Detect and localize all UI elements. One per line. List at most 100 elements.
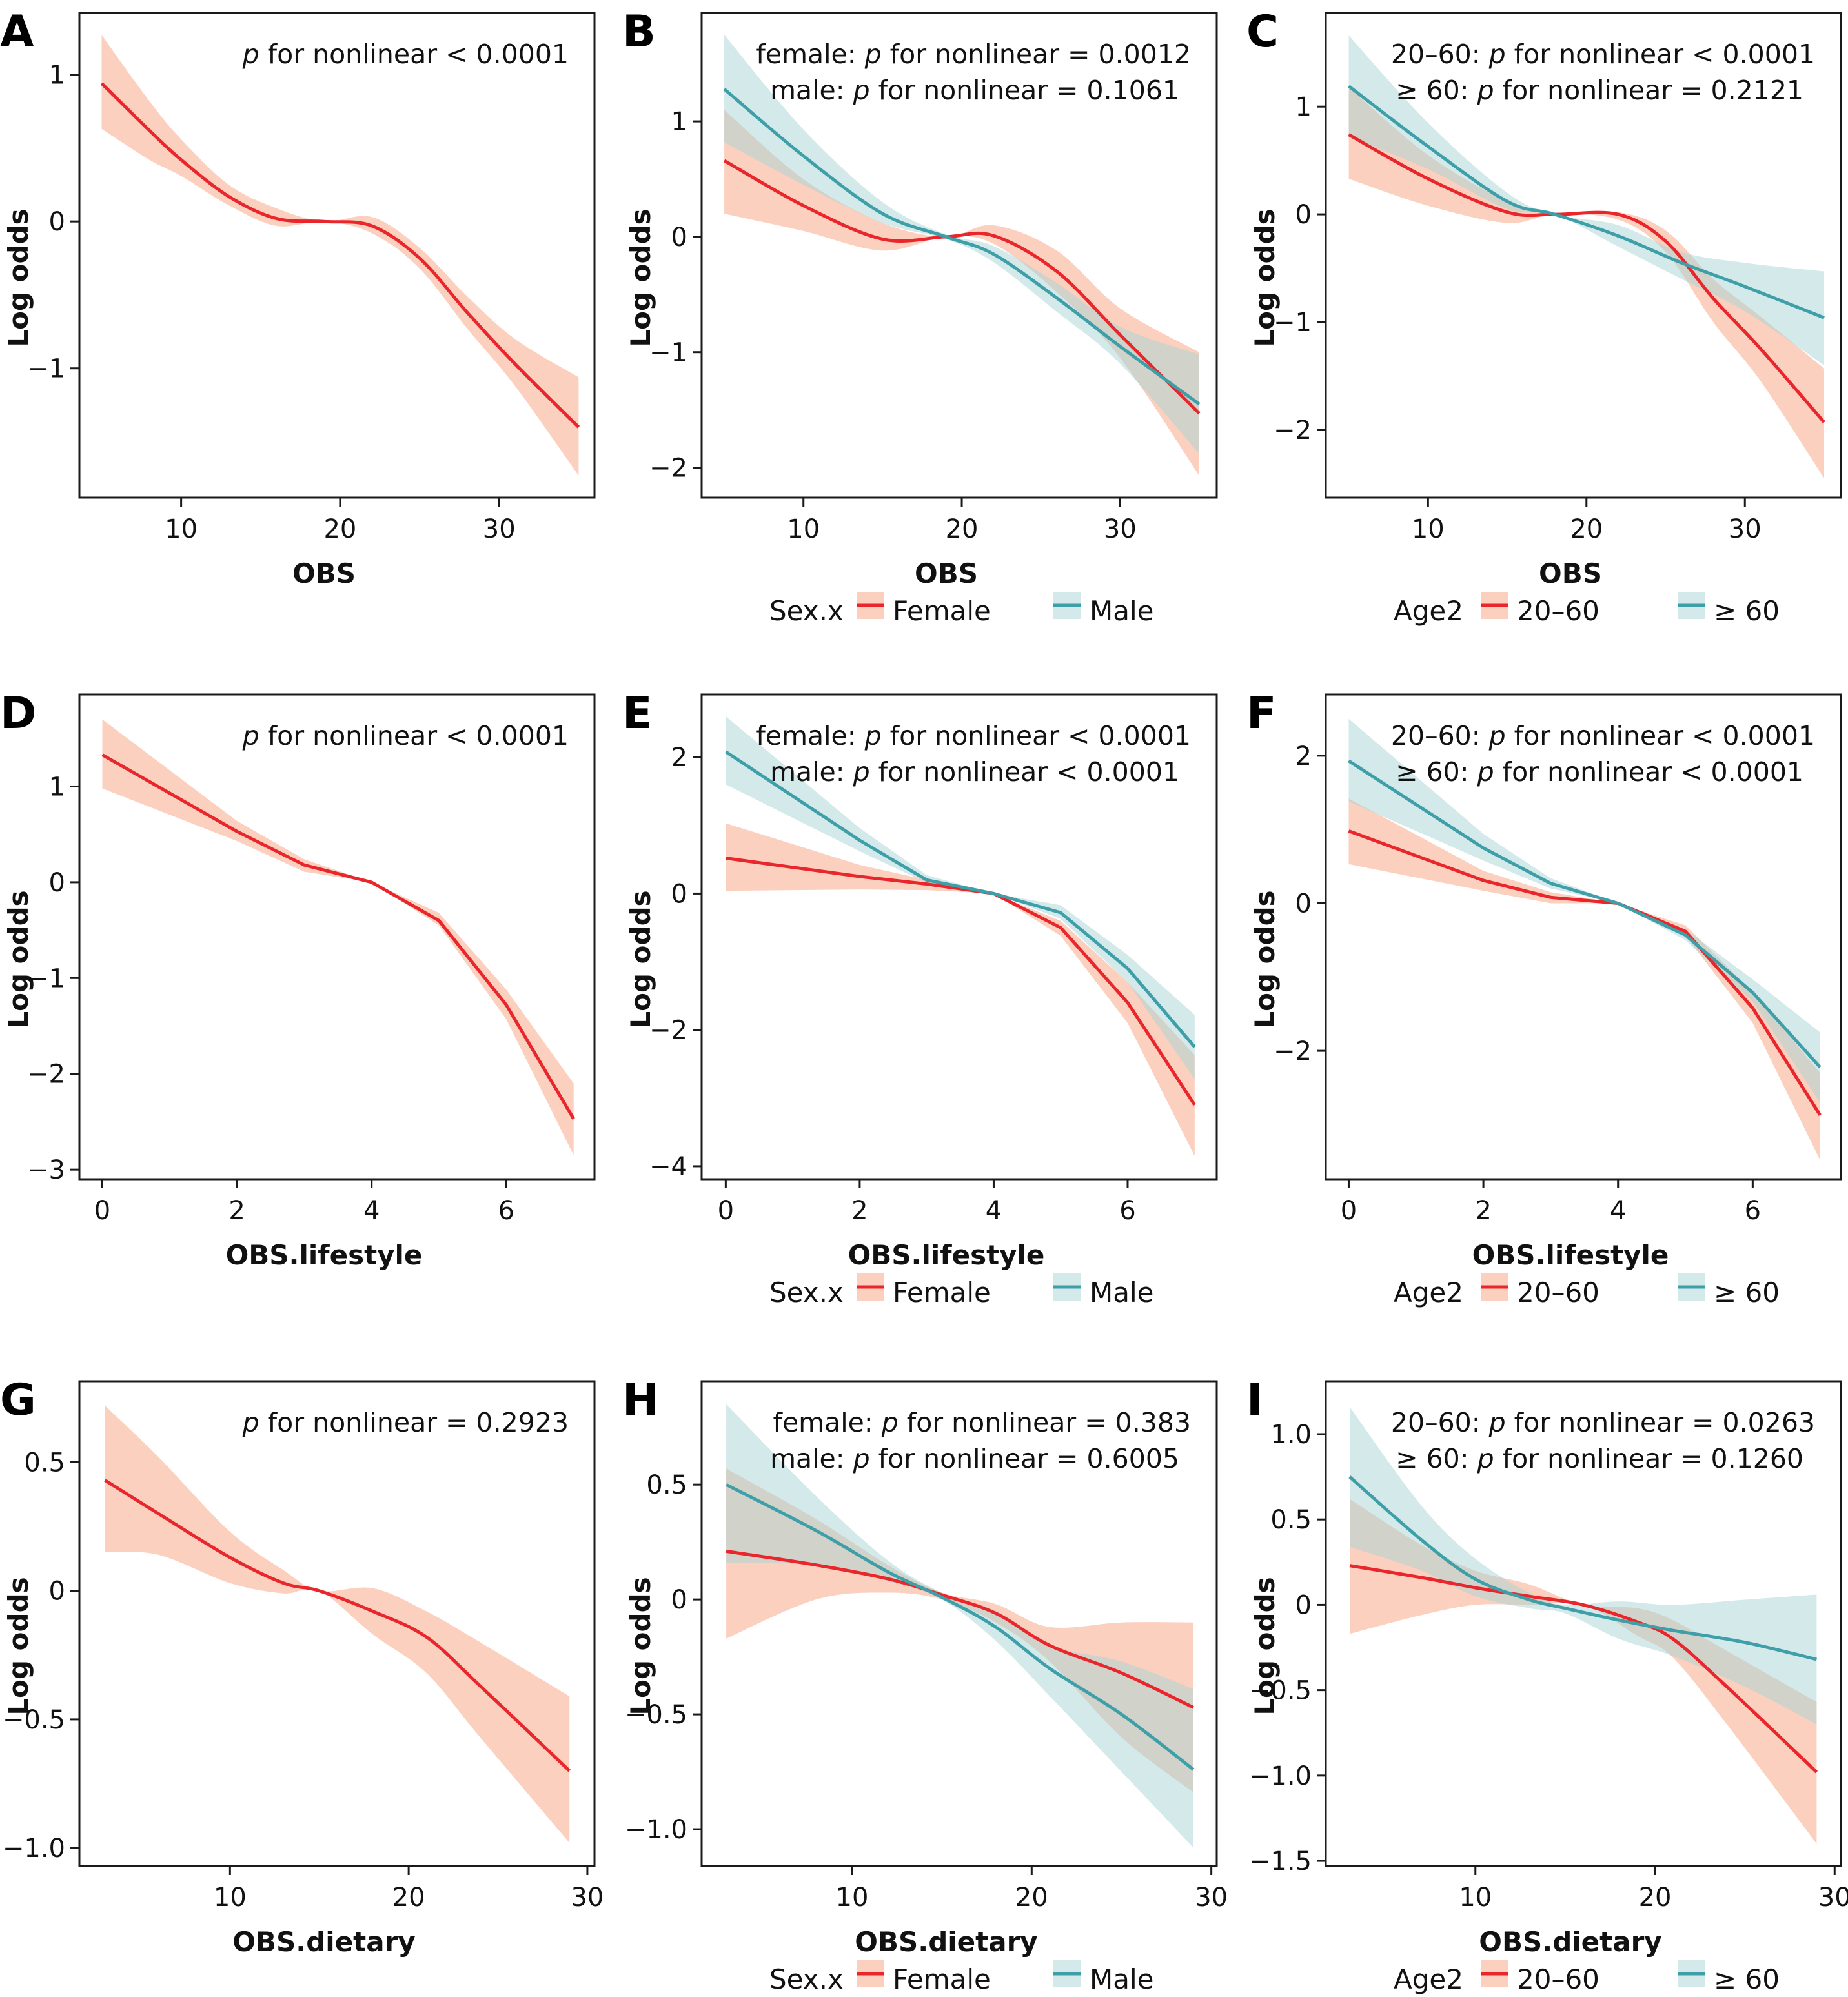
annotation-p-symbol: p bbox=[242, 1407, 259, 1438]
x-axis-title: OBS.dietary bbox=[855, 1926, 1037, 1958]
legend-item-teal[interactable]: Male bbox=[1053, 1273, 1153, 1308]
legend-item-teal[interactable]: ≥ 60 bbox=[1678, 1960, 1780, 1995]
x-tick-label: 0 bbox=[718, 1196, 734, 1226]
plot-area bbox=[723, 35, 1201, 476]
legend-label: 20–60 bbox=[1517, 595, 1599, 627]
x-tick-label: 20 bbox=[323, 514, 356, 544]
x-tick-label: 4 bbox=[1610, 1196, 1626, 1226]
annotation-prefix: male: bbox=[770, 1443, 853, 1474]
x-tick-label: 20 bbox=[1015, 1883, 1048, 1912]
legend-item-red[interactable]: Female bbox=[857, 1960, 991, 1995]
annotation-suffix: for nonlinear = 0.383 bbox=[899, 1407, 1191, 1438]
confidence-band-teal bbox=[724, 35, 1199, 454]
y-axis-title: Log odds bbox=[3, 1577, 34, 1715]
series-line-red bbox=[100, 82, 580, 429]
panel-e: E 0 2 4 6 2 0 −2 −4 OBS.lifestyle Log odds female: … bbox=[622, 688, 1218, 1308]
annotation-suffix: for nonlinear = 0.6005 bbox=[870, 1443, 1179, 1474]
legend-label: ≥ 60 bbox=[1714, 1963, 1780, 1995]
legend: Sex.x Female Male bbox=[769, 592, 1153, 627]
legend-item-teal[interactable]: ≥ 60 bbox=[1678, 1273, 1780, 1308]
y-tick-label: −1 bbox=[27, 354, 65, 384]
x-axis-title: OBS bbox=[915, 558, 978, 589]
x-tick-label: 2 bbox=[228, 1196, 245, 1226]
y-tick-label: 0.5 bbox=[24, 1448, 65, 1477]
nonlinear-p-annotation: 20–60: p for nonlinear = 0.0263 bbox=[1391, 1407, 1815, 1438]
confidence-band-red bbox=[105, 1405, 570, 1843]
annotation-suffix: for nonlinear < 0.0001 bbox=[1506, 39, 1815, 70]
plot-area bbox=[100, 35, 580, 476]
annotation-suffix: for nonlinear < 0.0001 bbox=[259, 720, 569, 751]
y-tick-label: −3 bbox=[27, 1155, 65, 1185]
plot-frame bbox=[1325, 1380, 1842, 1867]
plot-area bbox=[101, 719, 575, 1155]
nonlinear-p-annotation: ≥ 60: p for nonlinear = 0.2121 bbox=[1396, 75, 1803, 106]
x-axis-title: OBS.dietary bbox=[1479, 1926, 1661, 1958]
legend-item-red[interactable]: 20–60 bbox=[1481, 1960, 1599, 1995]
x-axis-title: OBS.lifestyle bbox=[226, 1239, 423, 1271]
annotation-prefix: 20–60: bbox=[1391, 720, 1489, 751]
y-tick-label: 2 bbox=[1295, 742, 1312, 771]
y-axis-title: Log odds bbox=[625, 208, 656, 347]
nonlinear-p-annotation: 20–60: p for nonlinear < 0.0001 bbox=[1391, 39, 1815, 70]
annotation-prefix: ≥ 60: bbox=[1396, 75, 1477, 106]
plot-area bbox=[725, 1404, 1195, 1848]
plot-frame bbox=[78, 693, 596, 1181]
annotation-p-symbol: p bbox=[1477, 1443, 1494, 1474]
nonlinear-p-annotation: p for nonlinear < 0.0001 bbox=[242, 720, 569, 751]
panel-letter: G bbox=[0, 1375, 36, 1426]
nonlinear-p-annotation: ≥ 60: p for nonlinear = 0.1260 bbox=[1396, 1443, 1803, 1474]
legend-label: 20–60 bbox=[1517, 1963, 1599, 1995]
y-tick-label: −2 bbox=[1274, 416, 1312, 445]
legend-item-teal[interactable]: Male bbox=[1053, 592, 1153, 627]
annotation-p-symbol: p bbox=[1488, 720, 1506, 751]
legend-item-red[interactable]: 20–60 bbox=[1481, 592, 1599, 627]
legend-item-teal[interactable]: ≥ 60 bbox=[1678, 592, 1780, 627]
y-tick-label: −1 bbox=[649, 338, 687, 368]
x-tick-label: 20 bbox=[946, 514, 979, 544]
y-tick-label: 0.5 bbox=[1270, 1505, 1312, 1535]
x-tick-label: 30 bbox=[571, 1883, 604, 1912]
y-tick-label: 0 bbox=[1295, 200, 1312, 230]
legend-item-red[interactable]: Female bbox=[857, 1273, 991, 1308]
panel-letter: H bbox=[622, 1375, 659, 1426]
y-tick-label: 1 bbox=[1295, 92, 1312, 122]
x-axis-title: OBS.lifestyle bbox=[848, 1239, 1045, 1271]
annotation-suffix: for nonlinear = 0.1061 bbox=[870, 75, 1179, 106]
legend-item-red[interactable]: Female bbox=[857, 592, 991, 627]
legend: Sex.x Female Male bbox=[769, 1960, 1153, 1995]
legend: Age2 20–60 ≥ 60 bbox=[1394, 1273, 1780, 1308]
legend-label: ≥ 60 bbox=[1714, 595, 1780, 627]
annotation-prefix: female: bbox=[773, 1407, 882, 1438]
x-tick-label: 20 bbox=[1570, 514, 1603, 544]
panel-letter: E bbox=[622, 688, 652, 739]
plot-frame bbox=[1325, 12, 1842, 499]
x-tick-label: 2 bbox=[1475, 1196, 1491, 1226]
nonlinear-p-annotation: female: p for nonlinear = 0.383 bbox=[773, 1407, 1191, 1438]
annotation-suffix: for nonlinear < 0.0001 bbox=[882, 720, 1191, 751]
nonlinear-p-annotation: ≥ 60: p for nonlinear < 0.0001 bbox=[1396, 756, 1803, 787]
x-tick-label: 0 bbox=[94, 1196, 110, 1226]
panel-letter: F bbox=[1246, 688, 1276, 739]
plot-area bbox=[1348, 35, 1825, 478]
x-axis-title: OBS bbox=[1539, 558, 1602, 589]
x-tick-label: 6 bbox=[1745, 1196, 1761, 1226]
series-line-teal bbox=[725, 750, 1196, 1048]
legend-item-red[interactable]: 20–60 bbox=[1481, 1273, 1599, 1308]
panel-h: H 10 20 30 0.5 0 −0.5 −1.0 OBS.dietary Log odds fe… bbox=[622, 1375, 1228, 1995]
x-tick-label: 2 bbox=[851, 1196, 868, 1226]
y-tick-label: 0 bbox=[49, 1577, 65, 1607]
y-tick-label: −2 bbox=[27, 1060, 65, 1090]
x-tick-label: 4 bbox=[986, 1196, 1002, 1226]
legend-label: Male bbox=[1090, 1963, 1153, 1995]
annotation-p-symbol: p bbox=[864, 39, 882, 70]
x-tick-label: 10 bbox=[836, 1883, 869, 1912]
y-tick-label: 0 bbox=[1295, 1590, 1312, 1620]
y-tick-label: 1 bbox=[49, 772, 65, 802]
legend-item-teal[interactable]: Male bbox=[1053, 1960, 1153, 1995]
legend: Sex.x Female Male bbox=[769, 1273, 1153, 1308]
y-tick-label: −1 bbox=[27, 964, 65, 993]
y-tick-label: −0.5 bbox=[3, 1705, 65, 1735]
x-tick-label: 30 bbox=[1729, 514, 1762, 544]
x-axis-title: OBS.dietary bbox=[232, 1926, 415, 1958]
